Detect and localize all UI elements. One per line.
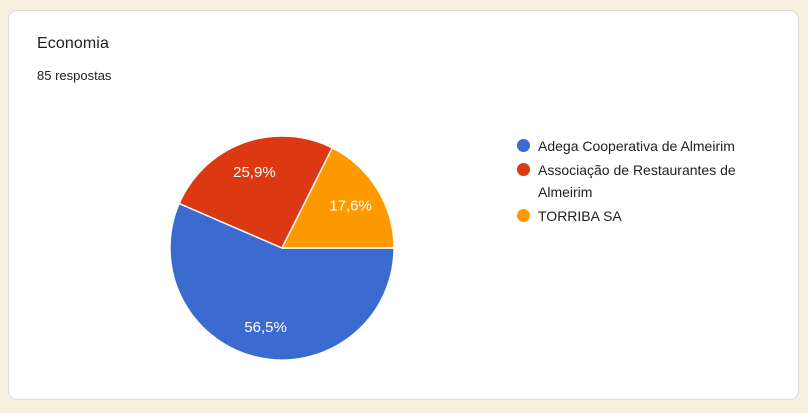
- question-card: Economia 85 respostas 56,5% 25,9% 17,6% Ad…: [8, 10, 799, 400]
- legend-color-dot: [517, 163, 530, 176]
- legend-color-dot: [517, 139, 530, 152]
- pie-chart: 56,5% 25,9% 17,6%: [169, 135, 395, 361]
- pie-slice-label: 56,5%: [244, 319, 287, 336]
- pie-slice-1[interactable]: [178, 135, 333, 249]
- legend-label: Adega Cooperativa de Almeirim: [538, 138, 735, 154]
- response-count: 85 respostas: [37, 68, 112, 83]
- legend-item: TORRIBA SA: [517, 205, 775, 227]
- pie-slice-2[interactable]: [281, 147, 395, 249]
- legend-color-dot: [517, 209, 530, 222]
- legend-item: Adega Cooperativa de Almeirim: [517, 135, 775, 157]
- question-title: Economia: [37, 35, 109, 52]
- chart-legend: Adega Cooperativa de Almeirim Associação…: [517, 135, 775, 229]
- pie-slice-label: 25,9%: [233, 164, 276, 181]
- pie-slice-0[interactable]: [169, 202, 395, 361]
- pie-slice-label: 17,6%: [329, 198, 372, 215]
- legend-item: Associação de Restaurantes de Almeirim: [517, 159, 775, 203]
- legend-label: Associação de Restaurantes de Almeirim: [538, 162, 736, 200]
- legend-label: TORRIBA SA: [538, 208, 622, 224]
